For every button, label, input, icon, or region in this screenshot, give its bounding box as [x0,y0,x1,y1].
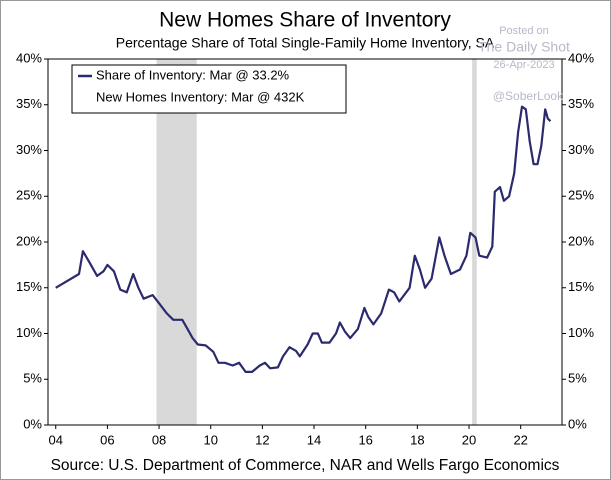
recession-band [156,59,197,425]
x-tick-label: 22 [513,432,527,447]
watermark: The Daily Shot [478,39,570,55]
x-tick-label: 16 [358,432,372,447]
x-tick-label: 10 [203,432,217,447]
y2-tick-label: 0% [568,416,587,431]
y-tick-label: 30% [16,142,42,157]
x-tick-label: 12 [255,432,269,447]
y2-tick-label: 35% [568,96,594,111]
plot-border [47,58,563,426]
x-tick-label: 04 [49,432,63,447]
chart-title: New Homes Share of Inventory [159,9,451,32]
y2-tick-label: 40% [568,50,594,65]
series-line [55,105,552,373]
y-tick-label: 25% [16,188,42,203]
y2-tick-label: 25% [568,188,594,203]
y-tick-label: 0% [23,416,42,431]
y-tick-label: 40% [16,50,42,65]
y-tick-label: 15% [16,279,42,294]
x-tick-label: 14 [307,432,321,447]
watermark: @SoberLook [493,89,564,103]
watermark: 26-Apr-2023 [493,59,554,71]
recession-band [472,59,477,425]
y2-tick-label: 5% [568,371,587,386]
legend-label: Share of Inventory: Mar @ 33.2% [96,67,290,82]
y2-tick-label: 30% [568,142,594,157]
source: Source: U.S. Department of Commerce, NAR… [51,457,560,474]
y-tick-label: 35% [16,96,42,111]
y2-tick-label: 20% [568,233,594,248]
y2-tick-label: 15% [568,279,594,294]
y2-tick-label: 10% [568,325,594,340]
legend-box [71,64,347,114]
chart-subtitle: Percentage Share of Total Single-Family … [116,35,495,51]
x-tick-label: 08 [152,432,166,447]
x-tick-label: 20 [462,432,476,447]
y-tick-label: 20% [16,233,42,248]
x-tick-label: 06 [100,432,114,447]
y-tick-label: 5% [23,371,42,386]
watermark: Posted on [499,25,549,37]
legend-note: New Homes Inventory: Mar @ 432K [96,89,305,104]
y-tick-label: 10% [16,325,42,340]
x-tick-label: 18 [410,432,424,447]
